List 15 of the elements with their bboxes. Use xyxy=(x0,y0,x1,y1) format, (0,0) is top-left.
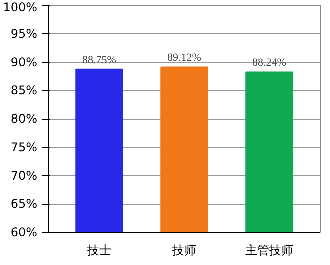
x-tick-label: 技师 xyxy=(172,244,196,258)
y-tick-label: 100% xyxy=(3,0,38,14)
x-tick-label: 技士 xyxy=(86,244,112,258)
data-label: 88.24% xyxy=(252,57,286,70)
y-tick-label: 70% xyxy=(10,168,38,183)
y-tick-label: 60% xyxy=(10,226,38,240)
x-tick-label: 主管技师 xyxy=(246,244,294,258)
y-tick-label: 85% xyxy=(10,84,38,98)
y-tick-label: 75% xyxy=(10,140,38,154)
data-label: 88.75% xyxy=(82,54,116,66)
y-tick-label: 95% xyxy=(10,26,38,41)
y-tick-label: 90% xyxy=(10,55,38,70)
y-tick-label: 65% xyxy=(10,197,38,212)
data-label: 89.12% xyxy=(168,52,202,64)
y-tick-label: 80% xyxy=(10,112,38,126)
